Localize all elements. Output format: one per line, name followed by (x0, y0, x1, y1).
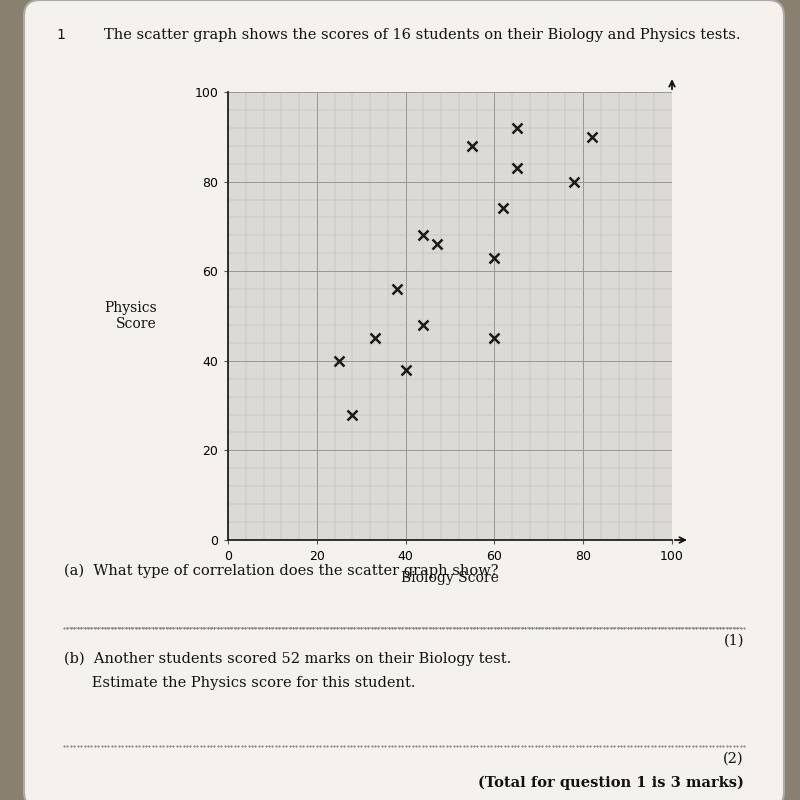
Text: (1): (1) (723, 634, 744, 648)
Y-axis label: Physics
Score: Physics Score (104, 301, 157, 331)
X-axis label: Biology Score: Biology Score (401, 571, 499, 585)
Text: (2): (2) (723, 752, 744, 766)
Text: 1: 1 (56, 28, 65, 42)
Text: (b)  Another students scored 52 marks on their Biology test.: (b) Another students scored 52 marks on … (64, 652, 511, 666)
Text: The scatter graph shows the scores of 16 students on their Biology and Physics t: The scatter graph shows the scores of 16… (104, 28, 741, 42)
Text: Estimate the Physics score for this student.: Estimate the Physics score for this stud… (64, 676, 415, 690)
FancyBboxPatch shape (24, 0, 784, 800)
Text: (Total for question 1 is 3 marks): (Total for question 1 is 3 marks) (478, 776, 744, 790)
Text: (a)  What type of correlation does the scatter graph show?: (a) What type of correlation does the sc… (64, 564, 498, 578)
